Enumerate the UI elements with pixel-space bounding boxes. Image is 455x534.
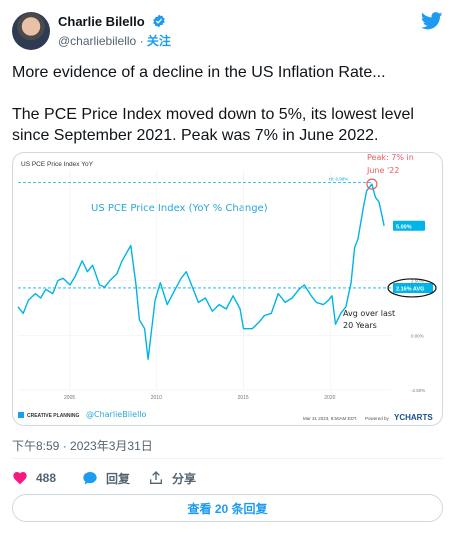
high-label: Hi: 6.98% [329, 176, 349, 181]
view-replies-button[interactable]: 查看 20 条回复 [12, 494, 443, 522]
tweet-text: More evidence of a decline in the US Inf… [12, 62, 443, 146]
author-handle[interactable]: @charliebilello [58, 34, 137, 48]
like-button[interactable]: 488 [12, 468, 56, 488]
y-tick-label: -2.50% [411, 388, 425, 393]
handle-separator: · [139, 34, 144, 48]
reply-bubble-icon [83, 472, 97, 485]
chart-footer: CREATIVE PLANNING @CharlieBilello Mar 31… [18, 410, 433, 422]
footer-date: Mar 31 2023, 8:50AM EDT. [303, 416, 357, 421]
chart-labels: 2.50% 0.00% -2.50% 2005 2010 2015 2020 Hi: 6.98… [64, 176, 437, 401]
chart-reference-lines [18, 181, 391, 289]
verified-badge-icon [153, 14, 165, 28]
pce-chart: US PCE Price Index YoY US PCE Price Inde… [17, 153, 437, 422]
tweet-media-chart[interactable]: US PCE Price Index YoY US PCE Price Inde… [12, 152, 443, 426]
avg-value-label: 2.16% AVG [396, 286, 424, 292]
x-tick-label: 2020 [324, 395, 335, 401]
last-value-tag [393, 220, 425, 231]
share-label: 分享 [172, 471, 197, 486]
twitter-bird-icon[interactable] [421, 12, 443, 30]
footer-brand: CREATIVE PLANNING [27, 413, 80, 419]
avg-note: Avg over last 20 Years [343, 309, 395, 330]
last-value-label: 5.00% [396, 224, 412, 230]
ycharts-logo: YCHARTS [394, 413, 433, 422]
peak-note: Peak: 7% in June '22 [366, 153, 414, 175]
tweet-header: Charlie Bilello @charliebilello · 关注 [12, 10, 443, 50]
tweet-text-line-2: The PCE Price Index moved down to 5%, it… [12, 106, 414, 144]
avatar[interactable] [12, 12, 50, 50]
author-name[interactable]: Charlie Bilello [58, 14, 145, 29]
avg-highlight-circle [387, 278, 437, 298]
tweet-text-line-1: More evidence of a decline in the US Inf… [12, 64, 386, 81]
pce-yoy-series-line [17, 183, 385, 360]
divider [12, 458, 443, 459]
x-tick-label: 2010 [151, 395, 162, 401]
x-tick-label: 2005 [64, 395, 75, 401]
y-tick-label: 0.00% [411, 333, 424, 338]
like-count: 488 [36, 471, 57, 485]
tweet-actions: 488 回复 分享 [12, 468, 443, 490]
footer-powered-by: Powered by [365, 416, 390, 421]
share-icon [150, 471, 162, 484]
heart-icon [13, 472, 27, 485]
handle-row: @charliebilello · 关注 [58, 32, 171, 49]
chart-series-layer [17, 183, 385, 360]
reply-button[interactable]: 回复 [82, 468, 130, 488]
peak-highlight-circle [366, 178, 378, 190]
chart-title: US PCE Price Index YoY [21, 161, 94, 168]
follow-button[interactable]: 关注 [146, 34, 171, 48]
chart-grid [18, 171, 391, 391]
avg-value-tag [393, 282, 433, 293]
x-tick-label: 2015 [238, 395, 249, 401]
reply-label: 回复 [106, 471, 131, 486]
y-tick-label: 2.50% [411, 279, 424, 284]
creative-planning-logo-icon [18, 412, 24, 418]
tweet-timestamp[interactable]: 下午8:59 · 2023年3月31日 [12, 439, 153, 453]
chart-inner-title: US PCE Price Index (YoY % Change) [91, 203, 268, 214]
share-button[interactable]: 分享 [148, 468, 196, 488]
footer-handle: @CharlieBilello [86, 410, 147, 419]
